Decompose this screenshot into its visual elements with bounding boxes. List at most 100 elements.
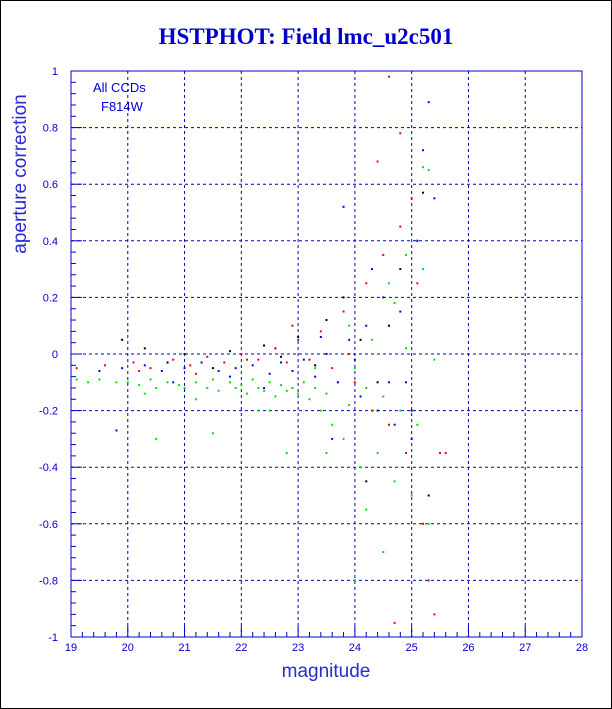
data-point	[138, 384, 141, 387]
x-tick-label: 21	[178, 642, 190, 654]
data-point	[121, 367, 124, 370]
data-point	[331, 367, 334, 370]
data-point	[297, 392, 300, 395]
x-axis-title: magnitude	[282, 661, 371, 682]
data-point	[387, 423, 390, 426]
data-point	[365, 324, 368, 327]
data-point	[98, 378, 101, 381]
data-point	[331, 437, 334, 440]
data-point	[240, 353, 243, 355]
data-point	[143, 392, 146, 395]
data-point	[376, 381, 379, 384]
data-point	[370, 268, 373, 271]
data-point	[314, 364, 317, 367]
data-point	[370, 409, 373, 412]
data-point	[314, 375, 317, 378]
data-point	[416, 423, 419, 426]
data-point	[172, 358, 175, 361]
data-point	[183, 386, 186, 389]
data-point	[353, 381, 356, 384]
data-point	[365, 508, 368, 511]
data-point	[387, 75, 390, 78]
data-point	[359, 466, 362, 469]
data-point	[422, 149, 425, 152]
data-point	[149, 367, 152, 370]
data-point	[342, 296, 345, 299]
data-point	[404, 253, 407, 256]
y-tick-label: -0.2	[39, 406, 58, 418]
data-point	[370, 338, 373, 341]
data-point	[160, 369, 163, 372]
data-point	[166, 381, 169, 384]
data-point	[251, 364, 254, 367]
x-tick-label: 25	[406, 642, 418, 654]
data-point	[433, 613, 436, 616]
y-tick-label: -0.6	[39, 519, 58, 531]
data-point	[336, 381, 339, 384]
y-tick-label: -0.8	[39, 575, 58, 587]
data-point	[376, 409, 379, 412]
data-point	[126, 381, 129, 384]
data-point	[155, 437, 158, 440]
data-point	[353, 367, 356, 370]
data-point	[314, 367, 317, 370]
y-tick-labels: -1 -0.8 -0.6 -0.4 -0.2 0 0.2 0.4 0.6 0.8 1	[39, 66, 58, 644]
data-point	[257, 386, 260, 389]
data-point	[427, 522, 430, 525]
data-point	[217, 369, 220, 372]
data-point	[444, 452, 447, 455]
x-tick-label: 28	[576, 642, 588, 654]
data-point	[325, 452, 328, 455]
data-point	[439, 452, 442, 455]
y-tick-label: 0.6	[43, 179, 58, 191]
data-point	[291, 386, 294, 389]
data-point	[433, 197, 436, 200]
y-axis-title: aperture correction	[10, 94, 31, 253]
data-point	[189, 364, 192, 367]
data-point	[211, 432, 214, 435]
data-point	[393, 621, 396, 624]
data-point	[422, 268, 425, 271]
data-point	[132, 361, 135, 364]
data-point	[382, 395, 385, 398]
grid-lines	[71, 71, 582, 637]
data-point	[365, 282, 368, 285]
data-point	[399, 132, 402, 135]
data-point	[138, 369, 141, 372]
data-point	[217, 389, 220, 392]
y-tick-label: 0	[52, 349, 58, 361]
data-point	[206, 355, 209, 358]
data-point	[149, 378, 152, 381]
data-point	[172, 381, 175, 384]
data-point	[143, 364, 146, 367]
data-point	[206, 386, 209, 389]
x-tick-label: 22	[235, 642, 247, 654]
data-point	[325, 353, 328, 355]
data-point	[194, 381, 197, 384]
data-point	[348, 338, 351, 341]
data-point	[268, 409, 271, 412]
data-point	[399, 409, 402, 412]
data-point	[416, 239, 419, 242]
data-point	[302, 381, 305, 384]
data-point	[234, 367, 237, 370]
y-tick-label: -1	[48, 632, 58, 644]
data-point	[228, 350, 231, 353]
data-point	[393, 302, 396, 305]
chart-title: HSTPHOT: Field lmc_u2c501	[158, 24, 454, 49]
data-point	[240, 384, 243, 387]
data-point	[433, 358, 436, 361]
data-point	[422, 522, 425, 525]
data-point	[280, 361, 283, 364]
data-point	[143, 347, 146, 350]
data-point	[319, 336, 322, 339]
data-point	[342, 205, 345, 208]
data-point	[427, 101, 430, 104]
x-tick-label: 26	[462, 642, 474, 654]
data-point	[228, 375, 231, 378]
data-point	[194, 398, 197, 401]
data-point	[387, 381, 390, 384]
data-point	[285, 361, 288, 364]
axis-ticks	[70, 70, 583, 638]
data-point	[410, 197, 413, 200]
